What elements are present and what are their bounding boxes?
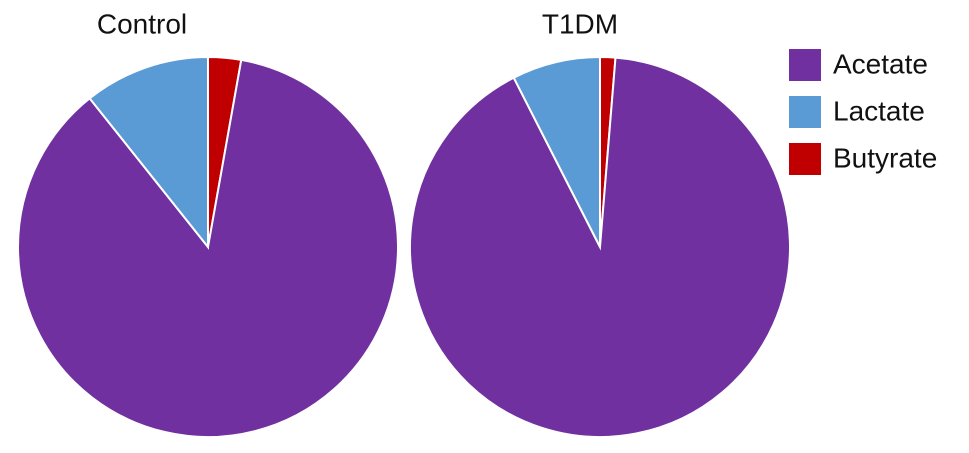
legend-swatch bbox=[789, 143, 821, 175]
pie-slice bbox=[409, 56, 791, 438]
legend-swatch bbox=[789, 96, 821, 128]
chart-title: Control bbox=[97, 8, 187, 39]
pie-slice bbox=[88, 55, 209, 250]
legend-label: Acetate bbox=[833, 48, 928, 79]
legend-label: Butyrate bbox=[833, 142, 937, 173]
pie-slice bbox=[512, 55, 601, 248]
legend-swatch bbox=[789, 49, 821, 81]
legend-label: Lactate bbox=[833, 95, 925, 126]
chart-title: T1DM bbox=[542, 8, 618, 39]
